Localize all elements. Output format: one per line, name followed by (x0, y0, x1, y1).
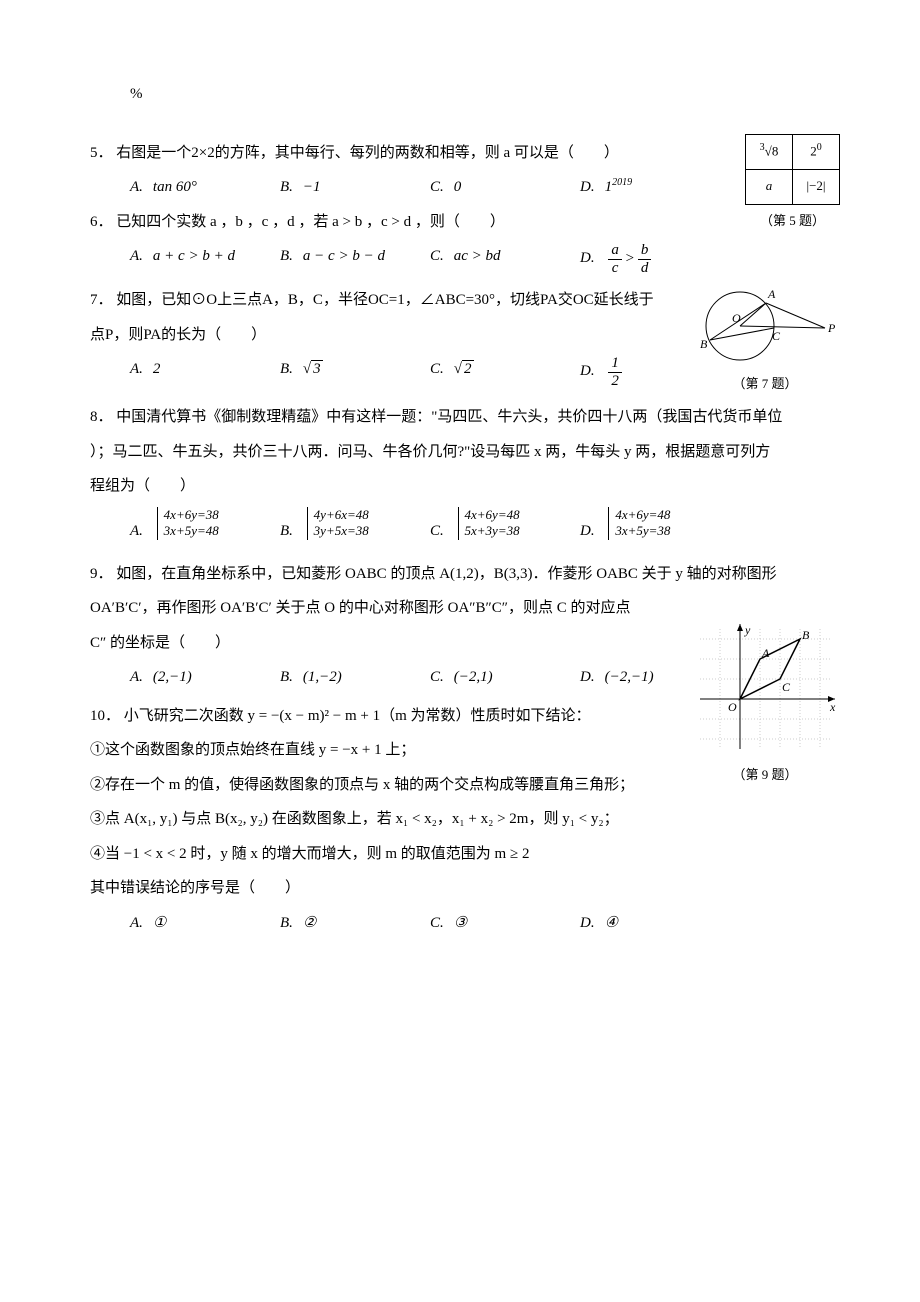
q6-option-c[interactable]: C.ac > bd (430, 242, 580, 276)
q7-option-a[interactable]: A.2 (130, 355, 280, 389)
q6-option-a[interactable]: A.a + c > b + d (130, 242, 280, 276)
fig7-caption: （第 7 题） (690, 372, 840, 397)
q10-option-d[interactable]: D.④ (580, 909, 730, 938)
q5-number: 5． (90, 145, 113, 161)
q8-option-b[interactable]: B. 4y+6x=483y+5x=38 (280, 507, 430, 546)
q8-text-line1: 中国清代算书《御制数理精蕴》中有这样一题："马四匹、牛六头，共价四十八两（我国古… (116, 409, 782, 425)
q10-number: 10． (90, 708, 120, 724)
q8-options: A. 4x+6y=383x+5y=48 B. 4y+6x=483y+5x=38 … (130, 507, 830, 546)
stray-percent: % (130, 80, 830, 109)
question-5: 5． 右图是一个2×2的方阵，其中每行、每列的两数和相等，则 a 可以是（ ） … (90, 139, 830, 168)
question-10: 10． 小飞研究二次函数 y = −(x − m)² − m + 1（m 为常数… (90, 702, 830, 731)
q8-option-a[interactable]: A. 4x+6y=383x+5y=48 (130, 507, 280, 546)
q6-option-d[interactable]: D. ac > bd (580, 242, 730, 276)
fig5-table: 3√8 20 a |−2| (745, 134, 840, 205)
fig5-cell-r2c2: |−2| (793, 169, 840, 204)
question-8: 8． 中国清代算书《御制数理精蕴》中有这样一题："马四匹、牛六头，共价四十八两（… (90, 403, 830, 432)
q7-option-c[interactable]: C.√2 (430, 355, 580, 389)
q8-number: 8． (90, 409, 113, 425)
q6-options: A.a + c > b + d B.a − c > b − d C.ac > b… (130, 242, 830, 276)
svg-text:A: A (761, 646, 770, 660)
q5-option-d[interactable]: D.12019 (580, 173, 730, 202)
q10-line5: 其中错误结论的序号是（ ） (90, 874, 830, 903)
q7-text-line1: 如图，已知⊙O上三点A，B，C，半径OC=1，∠ABC=30°，切线PA交OC延… (116, 292, 653, 308)
svg-text:y: y (744, 623, 751, 637)
q10-option-c[interactable]: C.③ (430, 909, 580, 938)
q10-text-line1: 小飞研究二次函数 y = −(x − m)² − m + 1（m 为常数）性质时… (124, 708, 591, 724)
q9-number: 9． (90, 566, 113, 582)
svg-text:x: x (829, 700, 836, 714)
svg-text:C: C (782, 680, 791, 694)
question-7: 7． 如图，已知⊙O上三点A，B，C，半径OC=1，∠ABC=30°，切线PA交… (90, 286, 830, 315)
q10-line1: ①这个函数图象的顶点始终在直线 y = −x + 1 上； (90, 736, 830, 765)
q5-options: A.tan 60° B.−1 C.0 D.12019 (130, 173, 830, 202)
q8-option-d[interactable]: D. 4x+6y=483x+5y=38 (580, 507, 730, 546)
svg-text:B: B (802, 628, 810, 642)
q9-text-line1: 如图，在直角坐标系中，已知菱形 OABC 的顶点 A(1,2)，B(3,3)．作… (116, 566, 776, 582)
q10-option-b[interactable]: B.② (280, 909, 430, 938)
q7-text-line2: 点P，则PA的长为（ ） (90, 321, 830, 350)
svg-text:A: A (767, 287, 776, 301)
q8-option-c[interactable]: C. 4x+6y=485x+3y=38 (430, 507, 580, 546)
q9-option-b[interactable]: B.(1,−2) (280, 663, 430, 692)
question-6: 6． 已知四个实数 a ，b ，c ，d ，若 a > b ，c > d ，则（… (90, 208, 830, 237)
fig5-cell-r1c1: 3√8 (746, 134, 793, 169)
q5-option-a[interactable]: A.tan 60° (130, 173, 280, 202)
q6-option-b[interactable]: B.a − c > b − d (280, 242, 430, 276)
q8-text-line3: 程组为（ ） (90, 472, 830, 501)
q10-line4: ④当 −1 < x < 2 时，y 随 x 的增大而增大，则 m 的取值范围为 … (90, 840, 830, 869)
q5-option-b[interactable]: B.−1 (280, 173, 430, 202)
question-9: 9． 如图，在直角坐标系中，已知菱形 OABC 的顶点 A(1,2)，B(3,3… (90, 560, 830, 589)
q9-option-a[interactable]: A.(2,−1) (130, 663, 280, 692)
q9-text-line3: C″ 的坐标是（ ） y x O A B C （第 9 题） (90, 629, 830, 658)
q5-option-c[interactable]: C.0 (430, 173, 580, 202)
q7-number: 7． (90, 292, 113, 308)
q10-line2: ②存在一个 m 的值，使得函数图象的顶点与 x 轴的两个交点构成等腰直角三角形； (90, 771, 830, 800)
fig5-cell-r1c2: 20 (793, 134, 840, 169)
q5-text: 右图是一个2×2的方阵，其中每行、每列的两数和相等，则 a 可以是（ ） (116, 145, 619, 161)
q10-line3: ③点 A(x₁, y₁) 与点 B(x₂, y₂) 在函数图象上，若 x₁ < … (90, 805, 830, 834)
q10-options: A.① B.② C.③ D.④ (130, 909, 830, 938)
q10-option-a[interactable]: A.① (130, 909, 280, 938)
q9-option-c[interactable]: C.(−2,1) (430, 663, 580, 692)
q6-number: 6． (90, 214, 113, 230)
q6-text: 已知四个实数 a ，b ，c ，d ，若 a > b ，c > d ，则（ ） (116, 214, 505, 230)
fig5-cell-r2c1: a (746, 169, 793, 204)
q7-option-b[interactable]: B.√3 (280, 355, 430, 389)
q8-text-line2: ）；马二匹、牛五头，共价三十八两．问马、牛各价几何?"设马每匹 x 两，牛每头 … (90, 438, 830, 467)
